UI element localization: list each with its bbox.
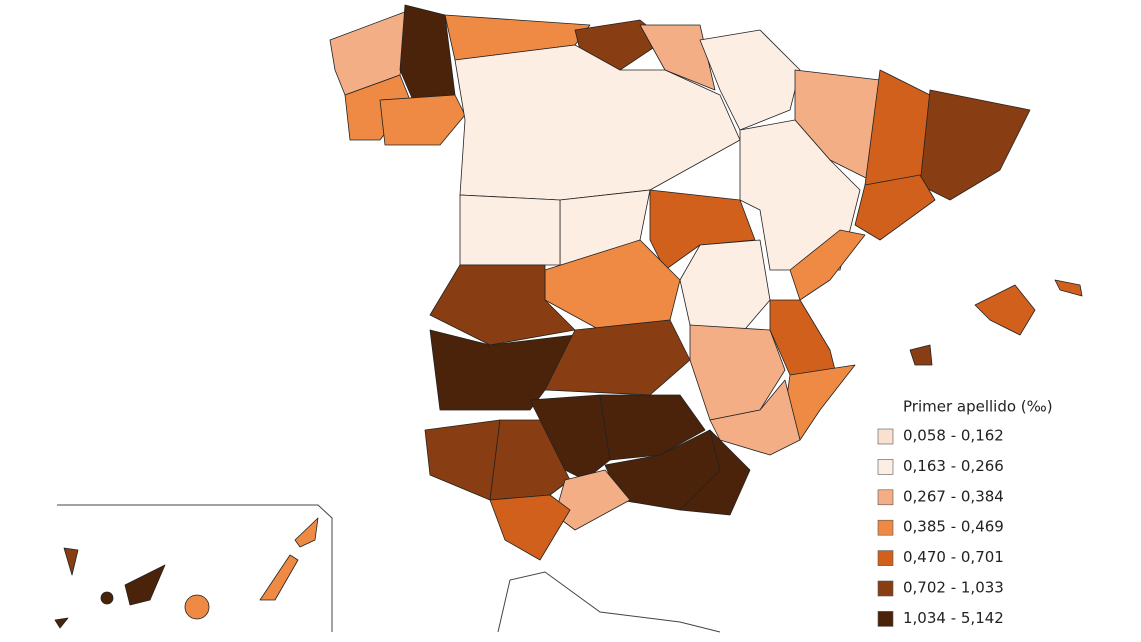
province: [424, 419, 501, 501]
legend-label: 1,034 - 5,142: [903, 609, 1004, 627]
province: [184, 594, 210, 620]
legend-swatch: [877, 611, 894, 627]
legend-swatch: [877, 580, 894, 597]
legend-title: Primer apellido (‰): [903, 398, 1053, 416]
province: [544, 319, 691, 396]
legend-swatch: [877, 519, 894, 536]
legend-label: 0,385 - 0,469: [903, 518, 1004, 536]
province: [294, 517, 319, 548]
province: [679, 429, 751, 516]
legend-swatch: [877, 489, 894, 506]
province: [854, 174, 936, 241]
provinces: [54, 4, 1083, 629]
legend: Primer apellido (‰) 0,058 - 0,162 0,163 -…: [877, 398, 1053, 627]
legend-swatch: [877, 550, 894, 566]
legend-label: 0,163 - 0,266: [903, 457, 1004, 475]
legend-label: 0,267 - 0,384: [903, 487, 1004, 505]
province: [124, 564, 166, 606]
province: [54, 617, 69, 629]
inset-frame: [57, 504, 333, 632]
province: [789, 229, 866, 301]
province: [489, 494, 571, 561]
province: [919, 89, 1031, 201]
province: [699, 29, 801, 131]
province: [639, 24, 716, 91]
province: [974, 284, 1036, 336]
legend-label: 0,470 - 0,701: [903, 548, 1004, 566]
legend-label: 0,058 - 0,162: [903, 427, 1004, 445]
province: [100, 591, 114, 605]
province: [459, 194, 561, 266]
province: [63, 547, 79, 576]
province: [259, 554, 299, 601]
province: [599, 394, 706, 461]
legend-swatch: [877, 428, 894, 445]
ceuta-melilla-outline: [497, 571, 721, 633]
province: [739, 119, 861, 271]
province: [1054, 279, 1083, 297]
province: [679, 239, 771, 336]
province: [794, 69, 881, 181]
province: [909, 344, 933, 366]
legend-label: 0,702 - 1,033: [903, 579, 1004, 597]
province: [379, 94, 466, 146]
legend-swatch: [877, 459, 894, 475]
